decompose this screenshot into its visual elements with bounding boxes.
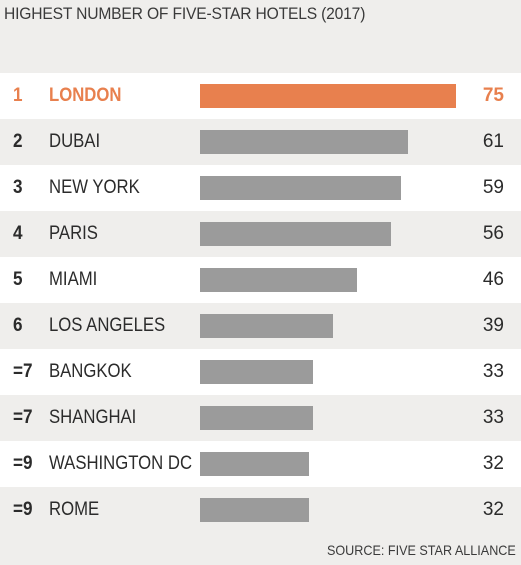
city-label: PARIS [49, 223, 98, 244]
city-label: LOS ANGELES [49, 315, 166, 336]
value-label: 61 [482, 131, 504, 152]
value-label: 32 [482, 499, 504, 520]
value-label: 56 [482, 223, 504, 244]
bar [200, 452, 309, 476]
bar [200, 222, 391, 246]
table-row: =9 WASHINGTON DC 32 [0, 441, 521, 487]
chart-title: HIGHEST NUMBER OF FIVE-STAR HOTELS (2017… [4, 4, 366, 23]
city-label: NEW YORK [49, 177, 140, 198]
bar [200, 360, 313, 384]
value-label: 75 [482, 85, 504, 106]
city-label: BANGKOK [49, 361, 132, 382]
city-label: SHANGHAI [49, 407, 137, 428]
rank-label: =7 [13, 361, 33, 382]
rank-label: =9 [13, 453, 33, 474]
bar [200, 176, 401, 200]
bar [200, 498, 309, 522]
value-label: 33 [482, 361, 504, 382]
city-label: MIAMI [49, 269, 98, 290]
rank-label: =9 [13, 499, 33, 520]
table-row: 6 LOS ANGELES 39 [0, 303, 521, 349]
value-label: 39 [482, 315, 504, 336]
rank-label: 5 [13, 269, 23, 290]
bar [200, 314, 333, 338]
bar [200, 406, 313, 430]
rank-label: 2 [13, 131, 23, 152]
city-label: DUBAI [49, 131, 101, 152]
table-row: 2 DUBAI 61 [0, 119, 521, 165]
city-label: LONDON [49, 85, 122, 106]
city-label: ROME [49, 499, 100, 520]
table-row: 1 LONDON 75 [0, 73, 521, 119]
table-row: =7 SHANGHAI 33 [0, 395, 521, 441]
rank-label: 1 [13, 85, 23, 106]
value-label: 33 [482, 407, 504, 428]
rank-label: 4 [13, 223, 23, 244]
value-label: 32 [482, 453, 504, 474]
city-label: WASHINGTON DC [49, 453, 193, 474]
rank-label: =7 [13, 407, 33, 428]
bar [200, 268, 357, 292]
value-label: 59 [482, 177, 504, 198]
rank-label: 6 [13, 315, 23, 336]
table-row: =9 ROME 32 [0, 487, 521, 533]
table-row: 4 PARIS 56 [0, 211, 521, 257]
value-label: 46 [482, 269, 504, 290]
table-row: 3 NEW YORK 59 [0, 165, 521, 211]
bar [200, 130, 408, 154]
table-row: =7 BANGKOK 33 [0, 349, 521, 395]
source-note: SOURCE: FIVE STAR ALLIANCE [327, 542, 516, 558]
rank-label: 3 [13, 177, 23, 198]
bar [200, 84, 456, 108]
table-row: 5 MIAMI 46 [0, 257, 521, 303]
